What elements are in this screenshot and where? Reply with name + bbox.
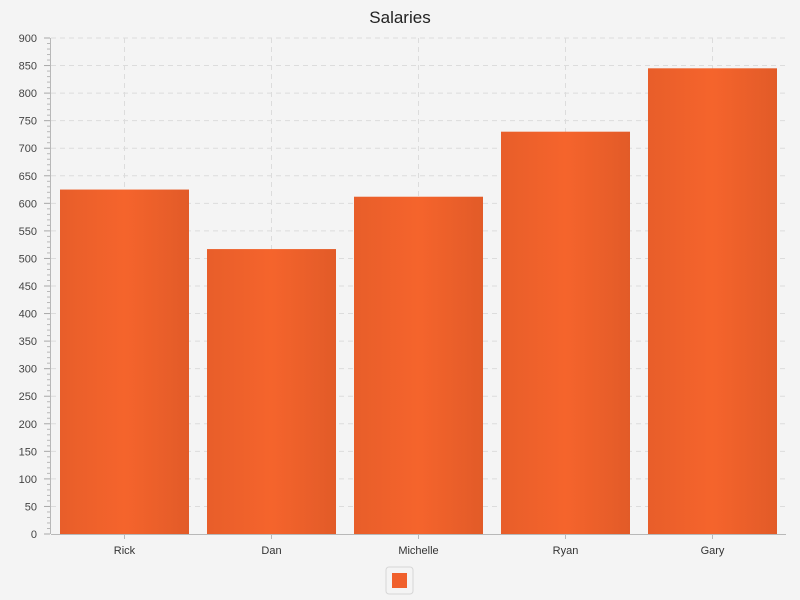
x-tick-label: Michelle [398, 545, 438, 557]
chart-title: Salaries [369, 8, 430, 27]
x-tick-label: Gary [701, 545, 725, 557]
y-tick-label: 900 [19, 33, 37, 45]
y-tick-label: 650 [19, 171, 37, 183]
bars [60, 68, 777, 535]
y-tick-label: 400 [19, 309, 37, 321]
x-tick-label: Dan [261, 545, 281, 557]
y-tick-label: 850 [19, 61, 37, 73]
bar-michelle [354, 196, 483, 534]
y-tick-label: 700 [19, 143, 37, 155]
bar-ryan [501, 131, 630, 534]
bar-dan [207, 249, 336, 534]
y-tick-label: 50 [25, 501, 37, 513]
y-tick-label: 0 [31, 529, 37, 541]
legend-swatch [392, 573, 407, 588]
y-axis: 0 50 100 150 200 250 300 350 400 450 500 550 600 650 7… [19, 33, 51, 541]
y-tick-label: 750 [19, 116, 37, 128]
y-tick-label: 300 [19, 364, 37, 376]
y-tick-label: 450 [19, 281, 37, 293]
y-tick-label: 100 [19, 474, 37, 486]
y-tick-label: 600 [19, 198, 37, 210]
legend [385, 566, 414, 595]
bar-gary [648, 68, 777, 535]
y-tick-label: 200 [19, 419, 37, 431]
y-tick-label: 550 [19, 226, 37, 238]
y-tick-label: 800 [19, 88, 37, 100]
bar-rick [60, 189, 189, 535]
y-tick-label: 500 [19, 253, 37, 265]
y-tick-label: 350 [19, 336, 37, 348]
x-tick-label: Rick [114, 545, 136, 557]
y-tick-label: 150 [19, 446, 37, 458]
y-tick-label: 250 [19, 391, 37, 403]
x-tick-label: Ryan [553, 545, 579, 557]
x-axis: Rick Dan Michelle Ryan Gary [51, 534, 786, 557]
